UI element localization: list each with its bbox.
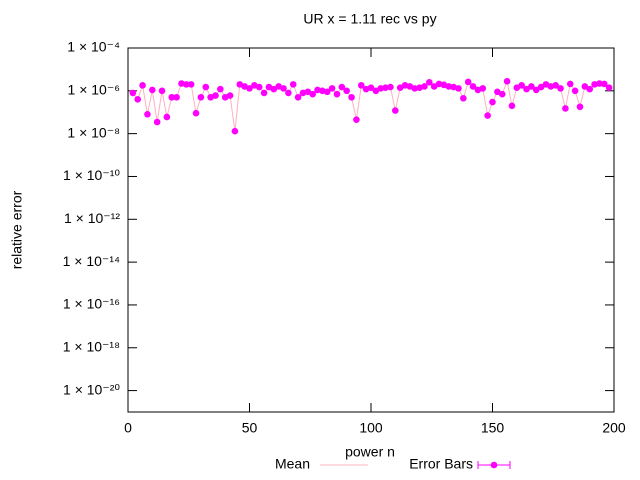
data-point xyxy=(348,93,355,101)
data-point xyxy=(484,112,491,119)
data-point xyxy=(289,81,297,88)
y-tick-label: 1 × 10⁻¹⁰ xyxy=(63,167,120,183)
data-point xyxy=(183,81,190,88)
data-point xyxy=(231,127,239,135)
data-point xyxy=(503,77,511,85)
data-point xyxy=(217,85,224,93)
chart-title: UR x = 1.11 rec vs py xyxy=(303,11,436,27)
data-point xyxy=(260,89,268,97)
data-point xyxy=(158,87,166,95)
data-point xyxy=(562,105,569,112)
data-point xyxy=(566,80,574,88)
y-tick-label: 1 × 10⁻⁴ xyxy=(67,39,120,55)
data-point xyxy=(372,87,380,95)
data-point xyxy=(382,84,389,91)
data-point xyxy=(430,83,438,90)
data-point xyxy=(226,92,234,99)
data-point xyxy=(464,78,472,86)
data-point xyxy=(392,107,399,114)
data-point xyxy=(168,93,176,101)
data-point xyxy=(333,90,341,98)
data-point xyxy=(173,93,180,101)
legend-label: Mean xyxy=(275,456,310,472)
data-point xyxy=(323,88,331,96)
data-point xyxy=(343,87,351,95)
data-point xyxy=(387,83,394,91)
x-tick-label: 200 xyxy=(602,420,626,436)
data-point xyxy=(600,80,608,88)
data-point xyxy=(246,85,253,92)
data-point xyxy=(255,83,263,91)
data-point xyxy=(426,79,433,86)
data-point xyxy=(338,83,346,91)
data-point xyxy=(479,85,487,92)
plot-frame xyxy=(127,47,615,413)
legend-label: Error Bars xyxy=(409,456,473,472)
data-point xyxy=(528,83,535,90)
data-point xyxy=(144,111,151,118)
data-point xyxy=(532,86,540,94)
data-point xyxy=(460,94,467,102)
data-point xyxy=(537,83,545,91)
y-tick-label: 1 × 10⁻¹² xyxy=(64,210,120,226)
data-point xyxy=(518,82,525,89)
data-point xyxy=(134,96,142,103)
data-point xyxy=(309,90,316,98)
data-point xyxy=(421,83,428,90)
data-point xyxy=(285,89,292,97)
data-point xyxy=(353,116,360,123)
data-point xyxy=(523,85,530,93)
data-point xyxy=(552,82,559,89)
y-tick-label: 1 × 10⁻⁶ xyxy=(68,82,120,98)
data-point xyxy=(469,83,477,90)
x-tick-label: 150 xyxy=(481,420,505,436)
data-point xyxy=(576,103,584,111)
data-point xyxy=(192,109,200,117)
x-axis-label: power n xyxy=(345,444,395,460)
data-point xyxy=(163,113,171,121)
data-point xyxy=(187,81,195,88)
data-point xyxy=(508,102,516,110)
data-point xyxy=(149,86,156,94)
data-point xyxy=(212,92,219,99)
data-point xyxy=(411,85,419,92)
data-point xyxy=(498,90,506,98)
data-point xyxy=(280,85,287,92)
x-tick-label: 50 xyxy=(242,420,258,436)
data-point xyxy=(153,118,161,126)
data-point xyxy=(571,87,579,95)
x-tick-label: 100 xyxy=(359,420,383,436)
y-tick-label: 1 × 10⁻¹⁴ xyxy=(63,253,120,269)
data-point xyxy=(294,93,302,101)
data-point xyxy=(129,89,137,97)
legend-swatch xyxy=(490,461,498,469)
data-point xyxy=(489,98,496,106)
data-point xyxy=(328,85,336,92)
y-tick-label: 1 × 10⁻⁸ xyxy=(67,124,120,140)
data-point xyxy=(202,83,210,91)
data-point xyxy=(455,85,462,92)
data-point xyxy=(367,84,375,91)
y-tick-label: 1 × 10⁻¹⁸ xyxy=(63,338,120,354)
data-point xyxy=(445,83,453,90)
data-point xyxy=(377,85,385,92)
data-point xyxy=(605,84,613,91)
data-point xyxy=(586,85,593,93)
x-tick-label: 0 xyxy=(124,420,132,436)
y-tick-label: 1 × 10⁻¹⁶ xyxy=(63,296,120,312)
data-point xyxy=(197,93,205,101)
data-point xyxy=(581,83,589,90)
data-point xyxy=(270,85,278,93)
data-point xyxy=(596,80,603,87)
data-point xyxy=(557,85,564,92)
data-point xyxy=(139,82,146,89)
data-point xyxy=(357,82,365,89)
y-axis-label: relative error xyxy=(9,190,25,269)
y-tick-label: 1 × 10⁻²⁰ xyxy=(63,381,120,397)
